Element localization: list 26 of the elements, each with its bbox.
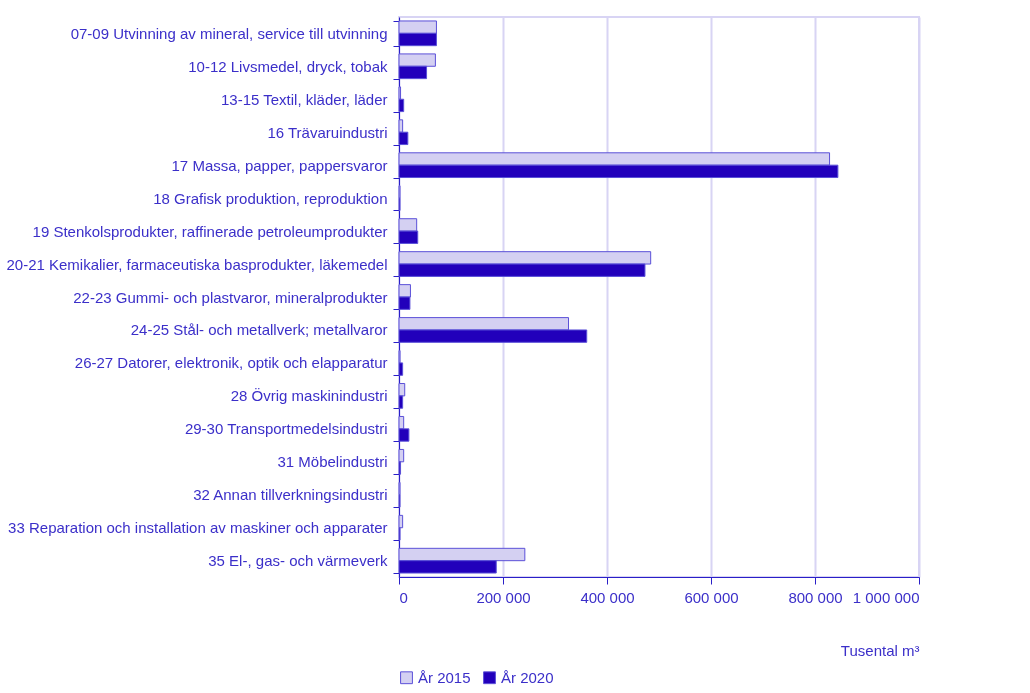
x-axis-title: Tusental m³: [840, 641, 920, 659]
y-tick-label: 17 Massa, papper, pappersvaror: [171, 156, 388, 174]
x-tick-label: 600 000: [684, 588, 739, 606]
x-tick-label: 400 000: [580, 588, 635, 606]
y-tick-label: 24-25 Stål- och metallverk; metallvaror: [130, 321, 388, 339]
y-tick-label: 28 Övrig maskinindustri: [230, 387, 388, 405]
y-tick-label: 26-27 Datorer, elektronik, optik och elapparatur: [74, 354, 388, 372]
y-tick-label: 13-15 Textil, kläder, läder: [221, 90, 388, 108]
y-tick-label: 29-30 Transportmedelsindustri: [184, 420, 388, 438]
y-tick-label: 32 Annan tillverkningsindustri: [193, 486, 388, 504]
y-tick-label: 20-21 Kemikalier, farmaceutiska basprodukter, läkemedel: [6, 255, 388, 273]
y-tick-label: 18 Grafisk produktion, reproduktion: [153, 189, 388, 207]
legend-label: År 2015: [418, 668, 471, 686]
x-tick-label: 1 000 000: [852, 588, 920, 606]
x-tick-label: 200 000: [476, 588, 531, 606]
y-tick-label: 33 Reparation och installation av maskiner och apparater: [8, 519, 388, 537]
y-tick-label: 31 Möbelindustri: [277, 453, 388, 471]
legend-label: År 2020: [501, 668, 554, 686]
y-tick-label: 35 El-, gas- och värmeverk: [208, 552, 388, 570]
y-tick-label: 22-23 Gummi- och plastvaror, mineralprodukter: [73, 288, 388, 306]
y-tick-label: 16 Trävaruindustri: [267, 123, 388, 141]
y-tick-label: 10-12 Livsmedel, dryck, tobak: [188, 57, 388, 75]
x-tick-label: 0: [399, 588, 408, 606]
y-tick-label: 19 Stenkolsprodukter, raffinerade petroleumprodukter: [32, 222, 388, 240]
y-tick-label: 07-09 Utvinning av mineral, service till utvinning: [70, 24, 388, 42]
x-tick-label: 800 000: [788, 588, 843, 606]
